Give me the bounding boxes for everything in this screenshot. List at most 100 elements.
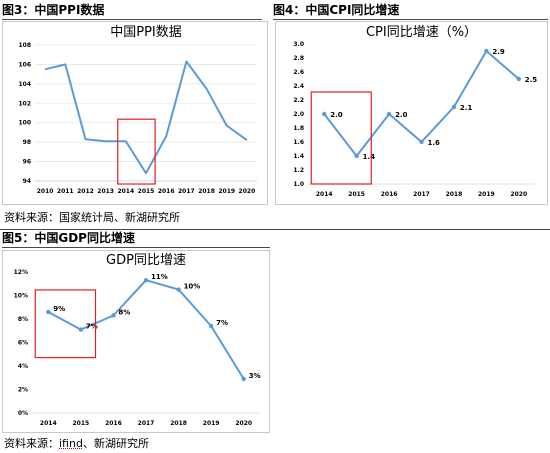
cpi-data-label: 2.1 (460, 104, 473, 112)
cpi-data-point (419, 139, 424, 145)
cpi-highlight-box (310, 91, 372, 185)
ppi-x-tick-label: 2016 (158, 188, 175, 195)
cpi-y-tick-label: 2.8 (293, 55, 304, 62)
cpi-chart: CPI同比增速（%） 1.0 1.2 1.4 1.6 1.8 2.0 2.2 2.4 2.6 2.8… (275, 21, 548, 205)
cpi-data-point (354, 153, 359, 159)
source-bottom-ifind: ifind (59, 437, 83, 450)
ppi-x-tick-label: 2013 (97, 188, 114, 195)
cpi-data-label: 2.5 (525, 76, 538, 84)
cpi-y-tick-label: 2.6 (293, 69, 304, 76)
ppi-x-tick-label: 2010 (37, 188, 54, 195)
cpi-data-point (322, 111, 327, 117)
gdp-x-tick-label: 2014 (40, 420, 57, 427)
ppi-y-tick-label: 96 (23, 159, 31, 166)
ppi-x-tick-label: 2020 (239, 188, 256, 195)
cpi-data-label: 1.4 (363, 153, 376, 161)
gdp-data-point (208, 323, 214, 329)
gdp-data-point (111, 313, 116, 318)
ppi-x-tick-label: 2014 (117, 188, 134, 195)
gdp-data-point (241, 376, 246, 382)
ppi-x-tick-label: 2012 (77, 188, 94, 195)
gdp-data-label: 10% (184, 283, 201, 291)
ppi-y-tick-label: 106 (18, 61, 31, 68)
gdp-data-point (78, 327, 84, 332)
gdp-chart-frame (2, 250, 270, 433)
ppi-y-tick-label: 102 (18, 100, 31, 107)
divider-top (0, 229, 550, 230)
ppi-x-tick-label: 2018 (198, 188, 215, 195)
ppi-chart: 中国PPI数据 94 96 98 100 102 104 106 108 2010 2011 2012… (2, 21, 268, 205)
gdp-data-point (176, 287, 181, 292)
gdp-chart-title: GDP同比增速 (106, 253, 186, 268)
gdp-data-label: 9% (53, 305, 65, 313)
gdp-data-label: 7% (86, 323, 98, 331)
cpi-data-label: 2.0 (395, 111, 408, 119)
cpi-y-tick-label: 1.6 (293, 139, 304, 146)
cpi-y-tick-label: 2.4 (293, 83, 304, 90)
ppi-chart-title: 中国PPI数据 (110, 25, 182, 40)
gdp-y-tick-label: 6% (18, 340, 28, 347)
ppi-y-tick-label: 100 (18, 120, 31, 127)
ppi-highlight-box (117, 118, 156, 185)
cpi-data-label: 1.6 (428, 139, 441, 147)
source-note-bottom: 资料来源：ifind、新湖研究所 (4, 437, 149, 450)
cpi-data-label: 2.0 (330, 111, 343, 119)
cpi-chart-frame (275, 21, 548, 205)
ppi-chart-frame (2, 21, 268, 205)
gdp-x-tick-label: 2017 (138, 420, 155, 427)
cpi-y-tick-label: 1.0 (293, 181, 304, 188)
ppi-x-tick-label: 2015 (138, 188, 155, 195)
figure-5-caption: 图5：中国GDP同比增速 (2, 231, 270, 248)
gdp-data-point (143, 278, 149, 283)
ppi-y-tick-label: 104 (18, 81, 31, 88)
gdp-data-point (46, 309, 51, 315)
ppi-y-tick-label: 94 (23, 178, 31, 185)
cpi-data-point (451, 104, 457, 110)
gdp-y-tick-label: 0% (18, 410, 28, 417)
cpi-data-point (516, 76, 521, 82)
cpi-y-tick-label: 1.4 (293, 153, 304, 160)
cpi-y-tick-label: 3.0 (293, 41, 304, 48)
cpi-y-tick-label: 2.2 (293, 97, 304, 104)
cpi-y-tick-label: 1.8 (293, 125, 304, 132)
gdp-y-tick-label: 8% (18, 316, 28, 323)
cpi-y-tick-label: 1.2 (293, 167, 304, 174)
cpi-chart-title: CPI同比增速（%） (366, 25, 477, 40)
gdp-y-tick-label: 10% (14, 293, 28, 300)
gdp-x-tick-label: 2019 (203, 420, 220, 427)
cpi-x-tick-label: 2016 (381, 191, 398, 198)
gdp-data-label: 8% (118, 308, 130, 316)
ppi-series-line (44, 60, 248, 175)
gdp-data-label: 3% (249, 372, 261, 380)
gdp-x-tick-label: 2015 (73, 420, 90, 427)
source-top-prefix: 资料来源：国家统计局、新湖研究所 (4, 211, 180, 224)
gdp-x-tick-label: 2020 (235, 420, 252, 427)
gdp-x-tick-label: 2016 (105, 420, 122, 427)
figure-4-caption: 图4：中国CPI同比增速 (273, 3, 548, 20)
cpi-data-point (484, 48, 489, 54)
ppi-y-tick-label: 98 (23, 139, 31, 146)
ppi-x-tick-label: 2019 (218, 188, 235, 195)
gdp-y-tick-label: 4% (18, 363, 28, 370)
cpi-x-tick-label: 2020 (510, 191, 527, 198)
cpi-data-point (386, 111, 392, 117)
gdp-highlight-box (34, 289, 97, 359)
gdp-data-label: 7% (216, 319, 228, 327)
gdp-chart: GDP同比增速 0% 2% 4% 6% 8% 10% 12% 2014 2015 2016 2017 2… (2, 250, 270, 433)
ppi-x-tick-label: 2017 (178, 188, 195, 195)
cpi-x-tick-label: 2015 (348, 191, 365, 198)
gdp-data-label: 11% (151, 273, 168, 281)
gdp-x-tick-label: 2018 (170, 420, 187, 427)
ppi-x-tick-label: 2011 (57, 188, 74, 195)
cpi-data-label: 2.9 (492, 48, 505, 56)
source-bottom-prefix: 资料来源： (4, 437, 59, 450)
cpi-y-tick-label: 2.0 (293, 111, 304, 118)
cpi-x-tick-label: 2014 (316, 191, 333, 198)
source-bottom-suffix: 、新湖研究所 (82, 437, 149, 450)
gdp-y-tick-label: 12% (14, 269, 28, 276)
gdp-y-tick-label: 2% (18, 387, 28, 394)
source-note-top: 资料来源：国家统计局、新湖研究所 (4, 211, 180, 224)
cpi-x-tick-label: 2019 (478, 191, 495, 198)
figure-3-caption: 图3：中国PPI数据 (2, 3, 262, 20)
ppi-y-tick-label: 108 (18, 42, 31, 49)
